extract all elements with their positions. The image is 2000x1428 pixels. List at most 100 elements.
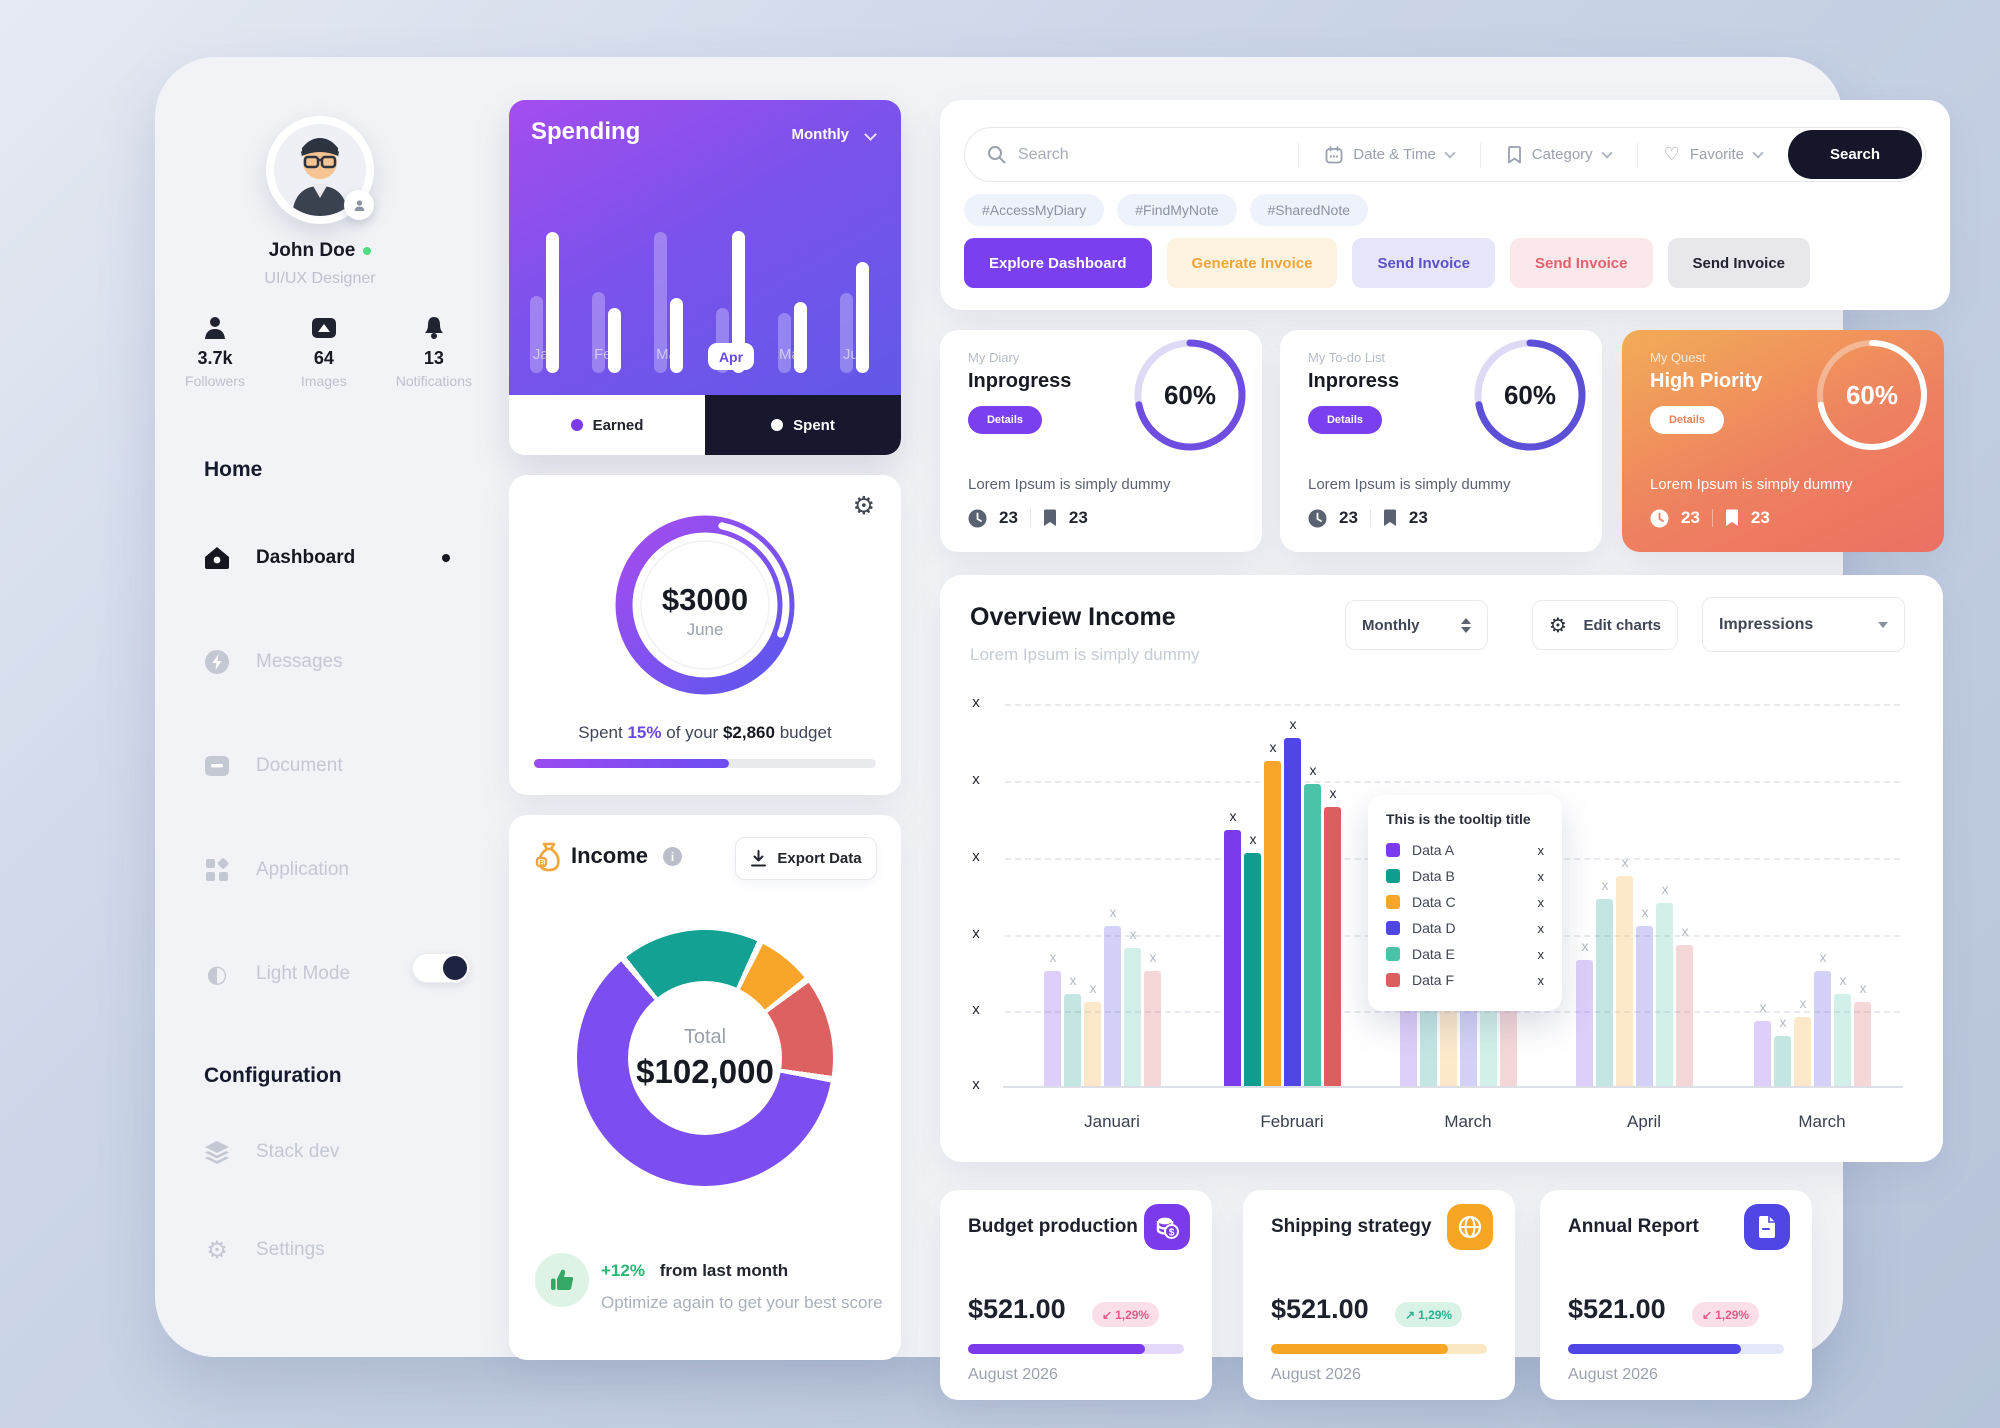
- search-input[interactable]: [1018, 145, 1287, 164]
- light-mode-toggle[interactable]: [412, 953, 470, 983]
- tab-spent[interactable]: Spent: [705, 395, 901, 455]
- spending-month-label[interactable]: Mar: [656, 346, 682, 363]
- document-icon: [204, 753, 230, 779]
- sidebar-item-dashboard[interactable]: Dashboard: [204, 540, 484, 576]
- overview-bar[interactable]: [1854, 1002, 1871, 1086]
- bar-value-label: x: [1289, 716, 1297, 732]
- overview-bar[interactable]: [1304, 784, 1321, 1086]
- export-data-button[interactable]: Export Data: [735, 837, 877, 880]
- file-icon: [1744, 1204, 1790, 1250]
- overview-bar[interactable]: [1596, 899, 1613, 1086]
- sidebar-item-messages[interactable]: Messages: [204, 644, 484, 680]
- overview-bar[interactable]: [1576, 960, 1593, 1086]
- action-button[interactable]: Send Invoice: [1352, 238, 1495, 288]
- sidebar-item-stack-dev[interactable]: Stack dev: [204, 1134, 484, 1170]
- overview-bar[interactable]: [1656, 903, 1673, 1086]
- bar-value-label: x: [1641, 904, 1649, 920]
- progress-ring: 60%: [1812, 335, 1932, 455]
- overview-bar[interactable]: [1814, 971, 1831, 1086]
- overview-bar[interactable]: [1636, 926, 1653, 1086]
- period-select[interactable]: Monthly: [1345, 600, 1488, 650]
- status-card-meta: 23 23: [968, 508, 1088, 528]
- metric-select[interactable]: Impressions: [1702, 597, 1905, 652]
- legend-value: x: [1537, 972, 1545, 988]
- tooltip-legend-row[interactable]: Data D x: [1386, 915, 1544, 941]
- budget-spent-word: Spent: [578, 723, 623, 742]
- tooltip-legend-row[interactable]: Data C x: [1386, 889, 1544, 915]
- details-button[interactable]: Details: [1308, 406, 1382, 434]
- hashtag-pill[interactable]: #AccessMyDiary: [964, 194, 1105, 226]
- filter-date-time[interactable]: Date & Time: [1311, 145, 1468, 164]
- filter-category[interactable]: Category: [1493, 145, 1625, 164]
- time-count: 23: [999, 508, 1018, 527]
- bookmark-icon: [1383, 509, 1396, 526]
- overview-bar[interactable]: [1264, 761, 1281, 1086]
- spending-month-label[interactable]: May: [778, 346, 808, 363]
- overview-bar[interactable]: [1754, 1021, 1771, 1086]
- sidebar-item-document[interactable]: Document: [204, 748, 484, 784]
- hashtag-pill[interactable]: #FindMyNote: [1117, 194, 1237, 226]
- avatar-edit-badge[interactable]: [344, 190, 374, 220]
- info-icon[interactable]: i: [663, 847, 682, 866]
- stat-followers[interactable]: 3.7k Followers: [178, 316, 252, 389]
- search-button[interactable]: Search: [1788, 130, 1922, 179]
- overview-bar[interactable]: [1144, 971, 1161, 1086]
- overview-bar[interactable]: [1834, 994, 1851, 1086]
- status-card-description: Lorem Ipsum is simply dummy: [1650, 476, 1853, 493]
- overview-bar[interactable]: [1124, 948, 1141, 1086]
- svg-text:B: B: [539, 860, 544, 867]
- budget-month: June: [686, 620, 724, 639]
- home-icon: [204, 545, 230, 571]
- stat-images[interactable]: 64 Images: [287, 316, 361, 389]
- income-delta-line: +12% from last month: [601, 1261, 788, 1281]
- bottom-card-title: Annual Report: [1568, 1216, 1699, 1237]
- income-note: Optimize again to get your best score: [601, 1293, 883, 1312]
- bar-value-label: x: [1581, 938, 1589, 954]
- action-button[interactable]: Send Invoice: [1509, 238, 1653, 288]
- spending-month-label[interactable]: Jan: [532, 346, 558, 363]
- overview-bar[interactable]: [1324, 807, 1341, 1086]
- spending-month-selected[interactable]: Apr: [708, 343, 754, 370]
- progress-ring: 60%: [1130, 335, 1250, 455]
- tooltip-legend-row[interactable]: Data F x: [1386, 967, 1544, 993]
- avatar[interactable]: [266, 116, 374, 224]
- overview-bar[interactable]: [1616, 876, 1633, 1086]
- tooltip-legend-row[interactable]: Data B x: [1386, 863, 1544, 889]
- action-button[interactable]: Explore Dashboard: [964, 238, 1152, 288]
- overview-bar[interactable]: [1104, 926, 1121, 1086]
- sidebar-item-settings[interactable]: ⚙ Settings: [204, 1232, 484, 1268]
- overview-bar[interactable]: [1676, 945, 1693, 1086]
- spending-bar-primary: [794, 302, 807, 373]
- details-button[interactable]: Details: [968, 406, 1042, 434]
- overview-bar[interactable]: [1774, 1036, 1791, 1086]
- bar-value-label: x: [1089, 980, 1097, 996]
- details-button[interactable]: Details: [1650, 406, 1724, 434]
- filter-favorite[interactable]: ♡ Favorite: [1650, 144, 1776, 165]
- overview-bar[interactable]: [1084, 1002, 1101, 1086]
- overview-bar[interactable]: [1244, 853, 1261, 1086]
- overview-bar[interactable]: [1224, 830, 1241, 1086]
- gear-icon[interactable]: ⚙: [852, 491, 875, 520]
- hashtag-pill[interactable]: #SharedNote: [1249, 194, 1369, 226]
- spending-month-label[interactable]: Jun: [842, 346, 868, 363]
- overview-bar[interactable]: [1284, 738, 1301, 1086]
- sidebar-item-light-mode[interactable]: ◐ Light Mode: [204, 956, 484, 992]
- bar-value-label: x: [1269, 739, 1277, 755]
- metric-select-value: Impressions: [1719, 615, 1814, 633]
- tooltip-legend-row[interactable]: Data A x: [1386, 837, 1544, 863]
- edit-charts-button[interactable]: ⚙ Edit charts: [1532, 600, 1678, 650]
- tab-earned[interactable]: Earned: [509, 395, 705, 455]
- overview-bar[interactable]: [1794, 1017, 1811, 1086]
- progress-ring-value: 60%: [1503, 379, 1557, 410]
- action-button[interactable]: Send Invoice: [1667, 238, 1811, 288]
- stat-notifications[interactable]: 13 Notifications: [396, 316, 472, 389]
- profile-role: UI/UX Designer: [264, 270, 376, 287]
- action-button[interactable]: Generate Invoice: [1166, 238, 1338, 288]
- spending-period-dropdown[interactable]: Monthly: [791, 126, 850, 143]
- edit-charts-label: Edit charts: [1583, 616, 1661, 634]
- sidebar-item-application[interactable]: Application: [204, 852, 484, 888]
- tooltip-legend-row[interactable]: Data E x: [1386, 941, 1544, 967]
- overview-bar[interactable]: [1064, 994, 1081, 1086]
- overview-bar[interactable]: [1044, 971, 1061, 1086]
- spending-month-label[interactable]: Feb: [594, 346, 620, 363]
